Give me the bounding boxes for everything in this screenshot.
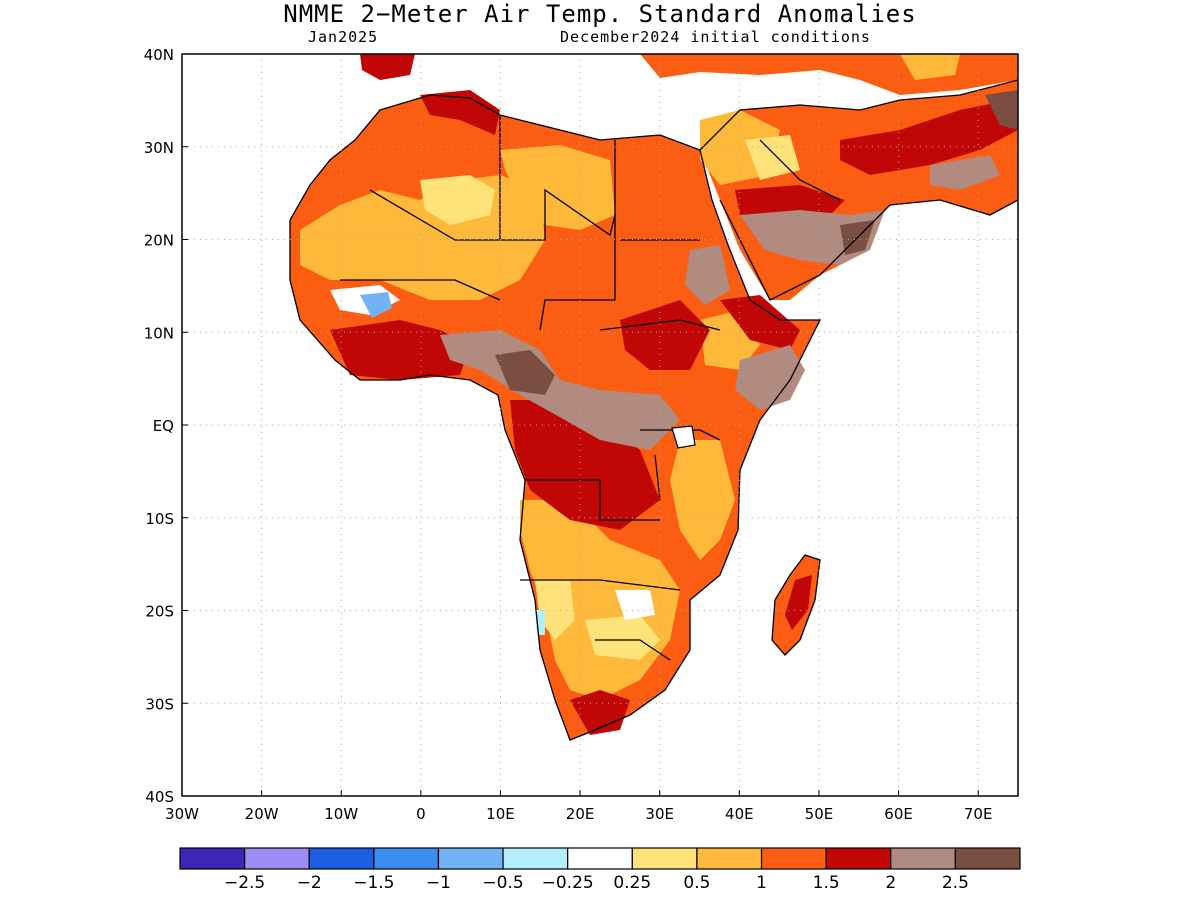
horn-brown [735, 345, 805, 410]
lake-tanganyika [654, 454, 661, 501]
legend-label: 1.5 [813, 873, 840, 893]
legend-label: −1.5 [353, 873, 394, 893]
iran-darkbrown [985, 90, 1018, 130]
congo-red [510, 400, 660, 530]
sudan-red [620, 300, 710, 370]
north-africa-red [420, 90, 500, 135]
sudan-brown [685, 245, 730, 305]
y-axis-ticks: 40N 30N 20N 10N EQ 10S 20S 30S 40S [144, 46, 188, 806]
guinea-coast-red [330, 320, 470, 380]
x-tick-label: 60E [884, 805, 913, 823]
middle-east-red [840, 100, 1018, 175]
x-tick-label: 10W [324, 805, 358, 823]
kalahari-yellow-anomaly [585, 615, 660, 660]
legend-swatch [567, 847, 633, 870]
legend-swatch [308, 847, 375, 870]
y-tick-label: EQ [153, 417, 174, 435]
x-axis-ticks: 30W 20W 10W 0 10E 20E 30E 40E 50E 60E 70E [165, 790, 992, 823]
legend-label: 2 [885, 873, 896, 893]
y-tick-label: 30N [144, 139, 174, 157]
legend-swatch [696, 847, 763, 870]
y-tick-label: 40N [144, 46, 174, 64]
east-africa-anomaly [670, 440, 735, 560]
sahel-cold-anomaly [360, 292, 392, 318]
legend-label: 0.5 [683, 873, 710, 893]
legend-label: 1 [756, 873, 767, 893]
x-tick-label: 10E [486, 805, 515, 823]
x-tick-label: 30W [165, 805, 199, 823]
x-tick-label: 50E [805, 805, 834, 823]
y-tick-label: 20N [144, 232, 174, 250]
legend-swatch [825, 847, 892, 870]
x-tick-label: 30E [645, 805, 674, 823]
cameroon-darkbrown [495, 350, 555, 395]
iberia-light-anomaly [900, 54, 960, 80]
initial-conditions: December2024 initial conditions [560, 28, 871, 46]
sahara-yellow-anomaly [420, 175, 495, 225]
y-tick-label: 30S [145, 695, 174, 713]
legend-swatch [760, 847, 827, 870]
legend-swatch [890, 847, 956, 870]
madagascar-red [785, 575, 812, 630]
sahara-central-anomaly [500, 145, 615, 230]
graticule [182, 54, 1018, 796]
ethiopia-red [720, 295, 800, 350]
y-tick-label: 40S [145, 788, 174, 806]
x-tick-label: 20W [245, 805, 279, 823]
legend-swatch [954, 847, 1021, 870]
legend-swatch [179, 847, 246, 870]
legend-label: −0.25 [542, 873, 594, 893]
legend-swatch [502, 847, 569, 870]
legend-swatch [244, 847, 310, 870]
legend-swatch [437, 847, 504, 870]
legend-label: −2 [297, 873, 322, 893]
forecast-month: Jan2025 [308, 28, 379, 46]
y-tick-label: 20S [145, 603, 174, 621]
legend-swatch [631, 847, 698, 870]
legend-label: −1 [426, 873, 451, 893]
middle-east-brown [930, 155, 1000, 190]
legend-swatch [373, 847, 440, 870]
legend-label: −2.5 [224, 873, 265, 893]
x-tick-label: 20E [566, 805, 595, 823]
legend-label: 2.5 [942, 873, 969, 893]
botswana-normal [615, 590, 655, 620]
y-tick-label: 10S [145, 510, 174, 528]
x-tick-label: 0 [416, 805, 426, 823]
map-title: NMME 2−Meter Air Temp. Standard Anomalie… [283, 0, 917, 28]
legend-label: 0.25 [613, 873, 651, 893]
anomaly-field [289, 54, 1018, 741]
x-tick-label: 40E [725, 805, 754, 823]
iberia-patch [360, 54, 415, 80]
lake-victoria [671, 425, 696, 449]
x-tick-label: 70E [964, 805, 993, 823]
legend-label: −0.5 [482, 873, 523, 893]
south-africa-red [570, 690, 630, 735]
y-tick-label: 10N [144, 324, 174, 342]
